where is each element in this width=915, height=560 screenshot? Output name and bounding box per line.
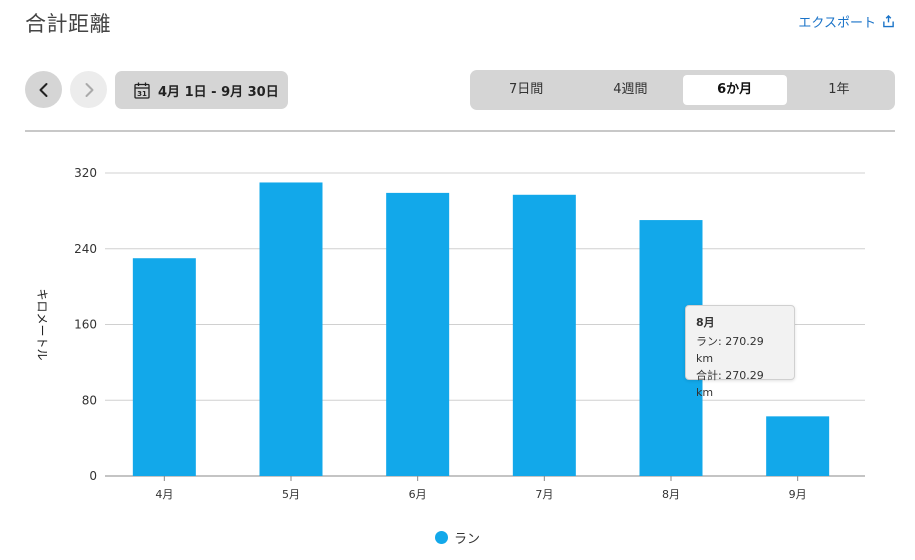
x-tick-label: 8月: [662, 488, 680, 501]
tab-2[interactable]: 6か月: [682, 75, 787, 105]
y-tick-label: 80: [82, 393, 97, 407]
bar-2[interactable]: [386, 192, 450, 476]
y-tick-label: 160: [74, 318, 97, 332]
bar-3[interactable]: [512, 194, 576, 476]
tooltip-title: 8月: [696, 316, 715, 329]
y-axis-label: キロメートル: [35, 288, 49, 360]
y-tick-label: 240: [74, 242, 97, 256]
y-tick-label: 0: [89, 469, 97, 483]
date-range-label: 4月 1日 - 9月 30日: [158, 84, 279, 100]
chart-tooltip: 8月 ラン: 270.29 km 合計: 270.29 km: [685, 305, 795, 399]
tooltip-run: ラン: 270.29 km: [696, 335, 764, 365]
divider: [25, 130, 895, 132]
chevron-right-icon: [85, 82, 93, 97]
y-tick-label: 320: [74, 166, 97, 180]
chart-legend[interactable]: ラン: [0, 528, 915, 547]
tab-1[interactable]: 4週間: [613, 82, 648, 97]
x-tick-label: 7月: [535, 488, 553, 501]
previous-period-button[interactable]: [25, 71, 62, 108]
legend-marker: [434, 531, 448, 544]
export-label: エクスポート: [798, 16, 876, 31]
legend-label: ラン: [453, 532, 480, 547]
tab-0[interactable]: 7日間: [508, 82, 544, 97]
period-tabs: 7日間 4週間 6か月 1年: [470, 70, 895, 110]
x-tick-label: 4月: [155, 488, 173, 501]
chevron-left-icon: [39, 82, 47, 97]
bar-5[interactable]: [766, 416, 830, 476]
x-tick-label: 6月: [409, 488, 427, 501]
date-range-button[interactable]: 31 4月 1日 - 9月 30日: [115, 71, 288, 109]
x-tick-label: 5月: [282, 488, 300, 501]
calendar-day: 31: [137, 90, 147, 98]
calendar-icon: 31: [134, 82, 150, 99]
x-tick-label: 9月: [789, 488, 807, 501]
page-title: 合計距離: [25, 12, 111, 36]
bar-0[interactable]: [132, 258, 196, 476]
next-period-button[interactable]: [70, 71, 107, 108]
export-icon: [883, 15, 894, 28]
tooltip-total: 合計: 270.29 km: [696, 369, 764, 399]
tab-3[interactable]: 1年: [828, 82, 850, 97]
bar-chart-svg: 0 80 160 240 320 キロメートル 4月 5月 6月 7月 8月 9月: [35, 166, 865, 501]
bar-1[interactable]: [259, 182, 323, 476]
distance-chart: 0 80 160 240 320 キロメートル 4月 5月 6月 7月 8月 9月: [0, 140, 915, 560]
export-button[interactable]: エクスポート: [798, 12, 895, 31]
